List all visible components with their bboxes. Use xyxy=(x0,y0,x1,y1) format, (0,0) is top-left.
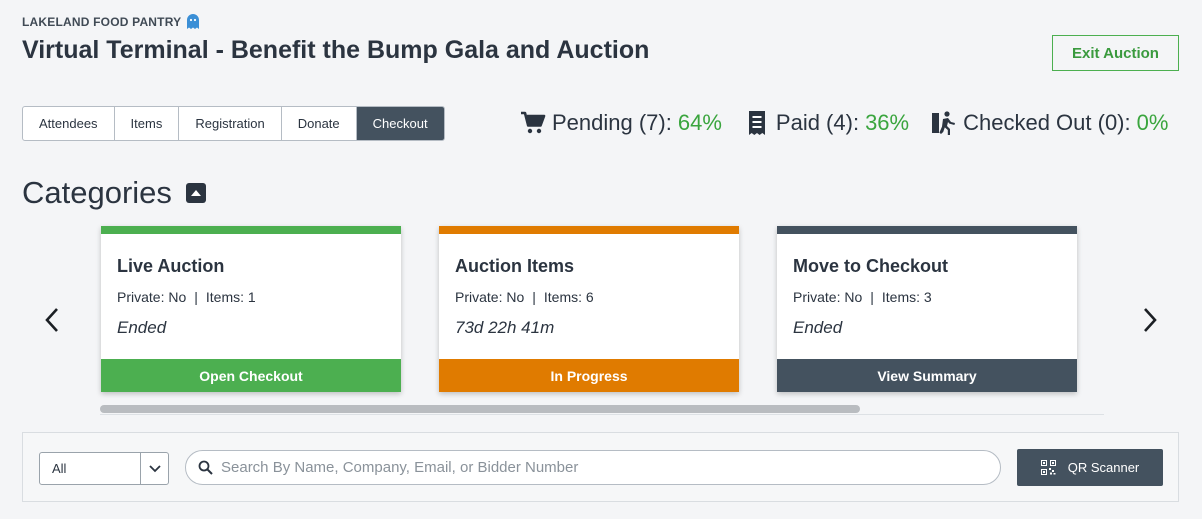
card-meta: Private: No | Items: 6 xyxy=(455,289,739,305)
tab-attendees[interactable]: Attendees xyxy=(23,107,115,140)
filter-select-value: All xyxy=(52,461,67,476)
stat-paid-percent: 36% xyxy=(865,110,910,135)
categories-heading: Categories xyxy=(22,175,206,211)
card-private: Private: No xyxy=(455,289,525,305)
search-box xyxy=(185,450,1001,485)
card-title: Auction Items xyxy=(455,256,575,276)
card-items-count: Items: 1 xyxy=(205,289,256,305)
card-meta: Private: No | Items: 1 xyxy=(117,289,401,305)
card-title: Move to Checkout xyxy=(793,256,949,276)
carousel-scrollbar-thumb[interactable] xyxy=(100,405,860,413)
open-checkout-button[interactable]: Open Checkout xyxy=(101,359,401,392)
card-meta: Private: No | Items: 3 xyxy=(793,289,1077,305)
tab-donate[interactable]: Donate xyxy=(282,107,357,140)
card-status: Ended xyxy=(793,318,843,337)
filter-bar: All QR Scanner xyxy=(22,432,1179,502)
stat-pending: Pending (7): 64% xyxy=(520,110,722,136)
search-input[interactable] xyxy=(221,459,1000,476)
card-color-bar xyxy=(777,226,1077,234)
carousel-next-button[interactable] xyxy=(1139,306,1159,334)
stat-checked-out-percent: 0% xyxy=(1136,110,1169,135)
card-title: Live Auction xyxy=(117,256,225,276)
stat-pending-percent: 64% xyxy=(677,110,722,135)
carousel-scrollbar[interactable] xyxy=(100,401,1104,415)
receipt-icon xyxy=(748,111,765,135)
stat-checked-out: Checked Out (0): 0% xyxy=(931,110,1168,136)
qr-scanner-button[interactable]: QR Scanner xyxy=(1017,449,1163,486)
categories-title: Categories xyxy=(22,175,172,210)
ghost-icon xyxy=(187,14,200,29)
qr-scanner-label: QR Scanner xyxy=(1067,460,1140,475)
card-meta-separator: | xyxy=(532,289,536,305)
card-meta-separator: | xyxy=(194,289,198,305)
filter-select[interactable]: All xyxy=(39,452,169,485)
page-title: Virtual Terminal - Benefit the Bump Gala… xyxy=(22,36,650,64)
card-status: Ended xyxy=(117,318,167,337)
tab-items[interactable]: Items xyxy=(115,107,180,140)
card-items-count: Items: 6 xyxy=(543,289,594,305)
in-progress-button[interactable]: In Progress xyxy=(439,359,739,392)
exit-auction-button[interactable]: Exit Auction xyxy=(1052,35,1179,71)
card-color-bar xyxy=(439,226,739,234)
chevron-left-icon xyxy=(45,308,58,332)
stat-paid-label: Paid (4): xyxy=(775,110,860,135)
tab-checkout[interactable]: Checkout xyxy=(356,107,444,140)
card-private: Private: No xyxy=(117,289,187,305)
org-name: LAKELAND FOOD PANTRY xyxy=(22,14,200,29)
tab-bar: Attendees Items Registration Donate Chec… xyxy=(22,106,445,141)
qr-code-icon xyxy=(1040,460,1056,475)
card-private: Private: No xyxy=(793,289,863,305)
stat-pending-label: Pending (7): xyxy=(552,110,672,135)
search-icon xyxy=(198,460,213,475)
category-card-live-auction: Live Auction Private: No | Items: 1 Ended … xyxy=(101,226,401,392)
card-status: 73d 22h 41m xyxy=(455,318,555,337)
checkout-stats: Pending (7): 64% Paid (4): 36% Checked O… xyxy=(520,108,1168,138)
collapse-toggle-icon[interactable] xyxy=(185,183,206,203)
stat-paid: Paid (4): 36% xyxy=(744,110,909,136)
tab-registration[interactable]: Registration xyxy=(179,107,282,140)
category-card-move-to-checkout: Move to Checkout Private: No | Items: 3 En… xyxy=(777,226,1077,392)
category-card-auction-items: Auction Items Private: No | Items: 6 73d 2… xyxy=(439,226,739,392)
card-color-bar xyxy=(101,226,401,234)
card-items-count: Items: 3 xyxy=(881,289,932,305)
person-exit-icon xyxy=(932,111,956,135)
chevron-down-icon[interactable] xyxy=(140,453,168,484)
stat-checked-out-label: Checked Out (0): xyxy=(963,110,1131,135)
view-summary-button[interactable]: View Summary xyxy=(777,359,1077,392)
chevron-right-icon xyxy=(1144,308,1157,332)
cart-icon xyxy=(521,111,546,134)
org-name-label: LAKELAND FOOD PANTRY xyxy=(22,14,182,29)
card-meta-separator: | xyxy=(870,289,874,305)
carousel-prev-button[interactable] xyxy=(43,306,63,334)
